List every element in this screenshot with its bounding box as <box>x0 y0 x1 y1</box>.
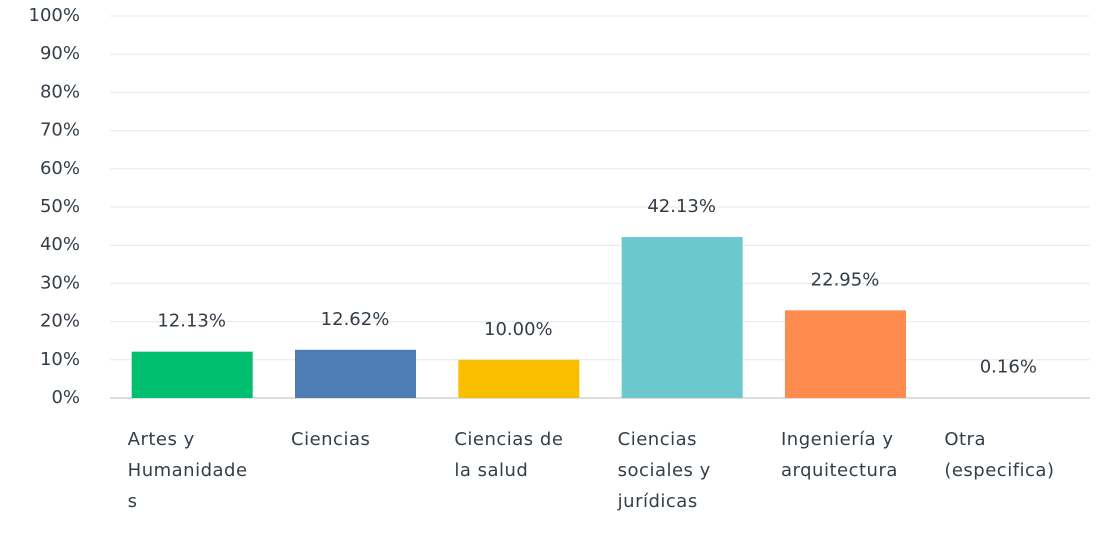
y-tick-label: 30% <box>40 272 80 293</box>
bar <box>948 397 1070 398</box>
bar <box>131 351 253 398</box>
y-tick-label: 60% <box>40 158 80 179</box>
value-label: 12.13% <box>157 311 226 332</box>
x-tick-label: Ciencias sociales y jurídicas <box>617 429 711 512</box>
y-tick-label: 50% <box>40 196 80 217</box>
y-tick-label: 20% <box>40 311 80 332</box>
y-tick-label: 80% <box>40 81 80 102</box>
y-tick-label: 10% <box>40 349 80 370</box>
y-tick-label: 0% <box>51 387 80 408</box>
y-tick-label: 40% <box>40 234 80 255</box>
x-tick-label: Artes y Humanidades <box>127 429 248 512</box>
value-label: 42.13% <box>647 196 716 217</box>
value-label: 10.00% <box>484 319 553 340</box>
y-tick-label: 90% <box>40 43 80 64</box>
x-tick-label: Ciencias de la salud <box>454 429 564 481</box>
value-label: 0.16% <box>980 356 1037 377</box>
value-label: 12.62% <box>321 309 390 330</box>
bar <box>785 310 906 398</box>
x-tick-label: Ciencias <box>291 429 371 450</box>
bar <box>458 359 580 398</box>
y-tick-label: 100% <box>29 5 80 26</box>
x-tick-label: Ingeniería y arquitectura <box>781 429 898 481</box>
bar <box>621 237 743 398</box>
y-tick-label: 70% <box>40 120 80 141</box>
bar <box>295 349 416 398</box>
x-tick-label: Otra (especifica) <box>944 429 1055 481</box>
value-label: 22.95% <box>811 269 880 290</box>
